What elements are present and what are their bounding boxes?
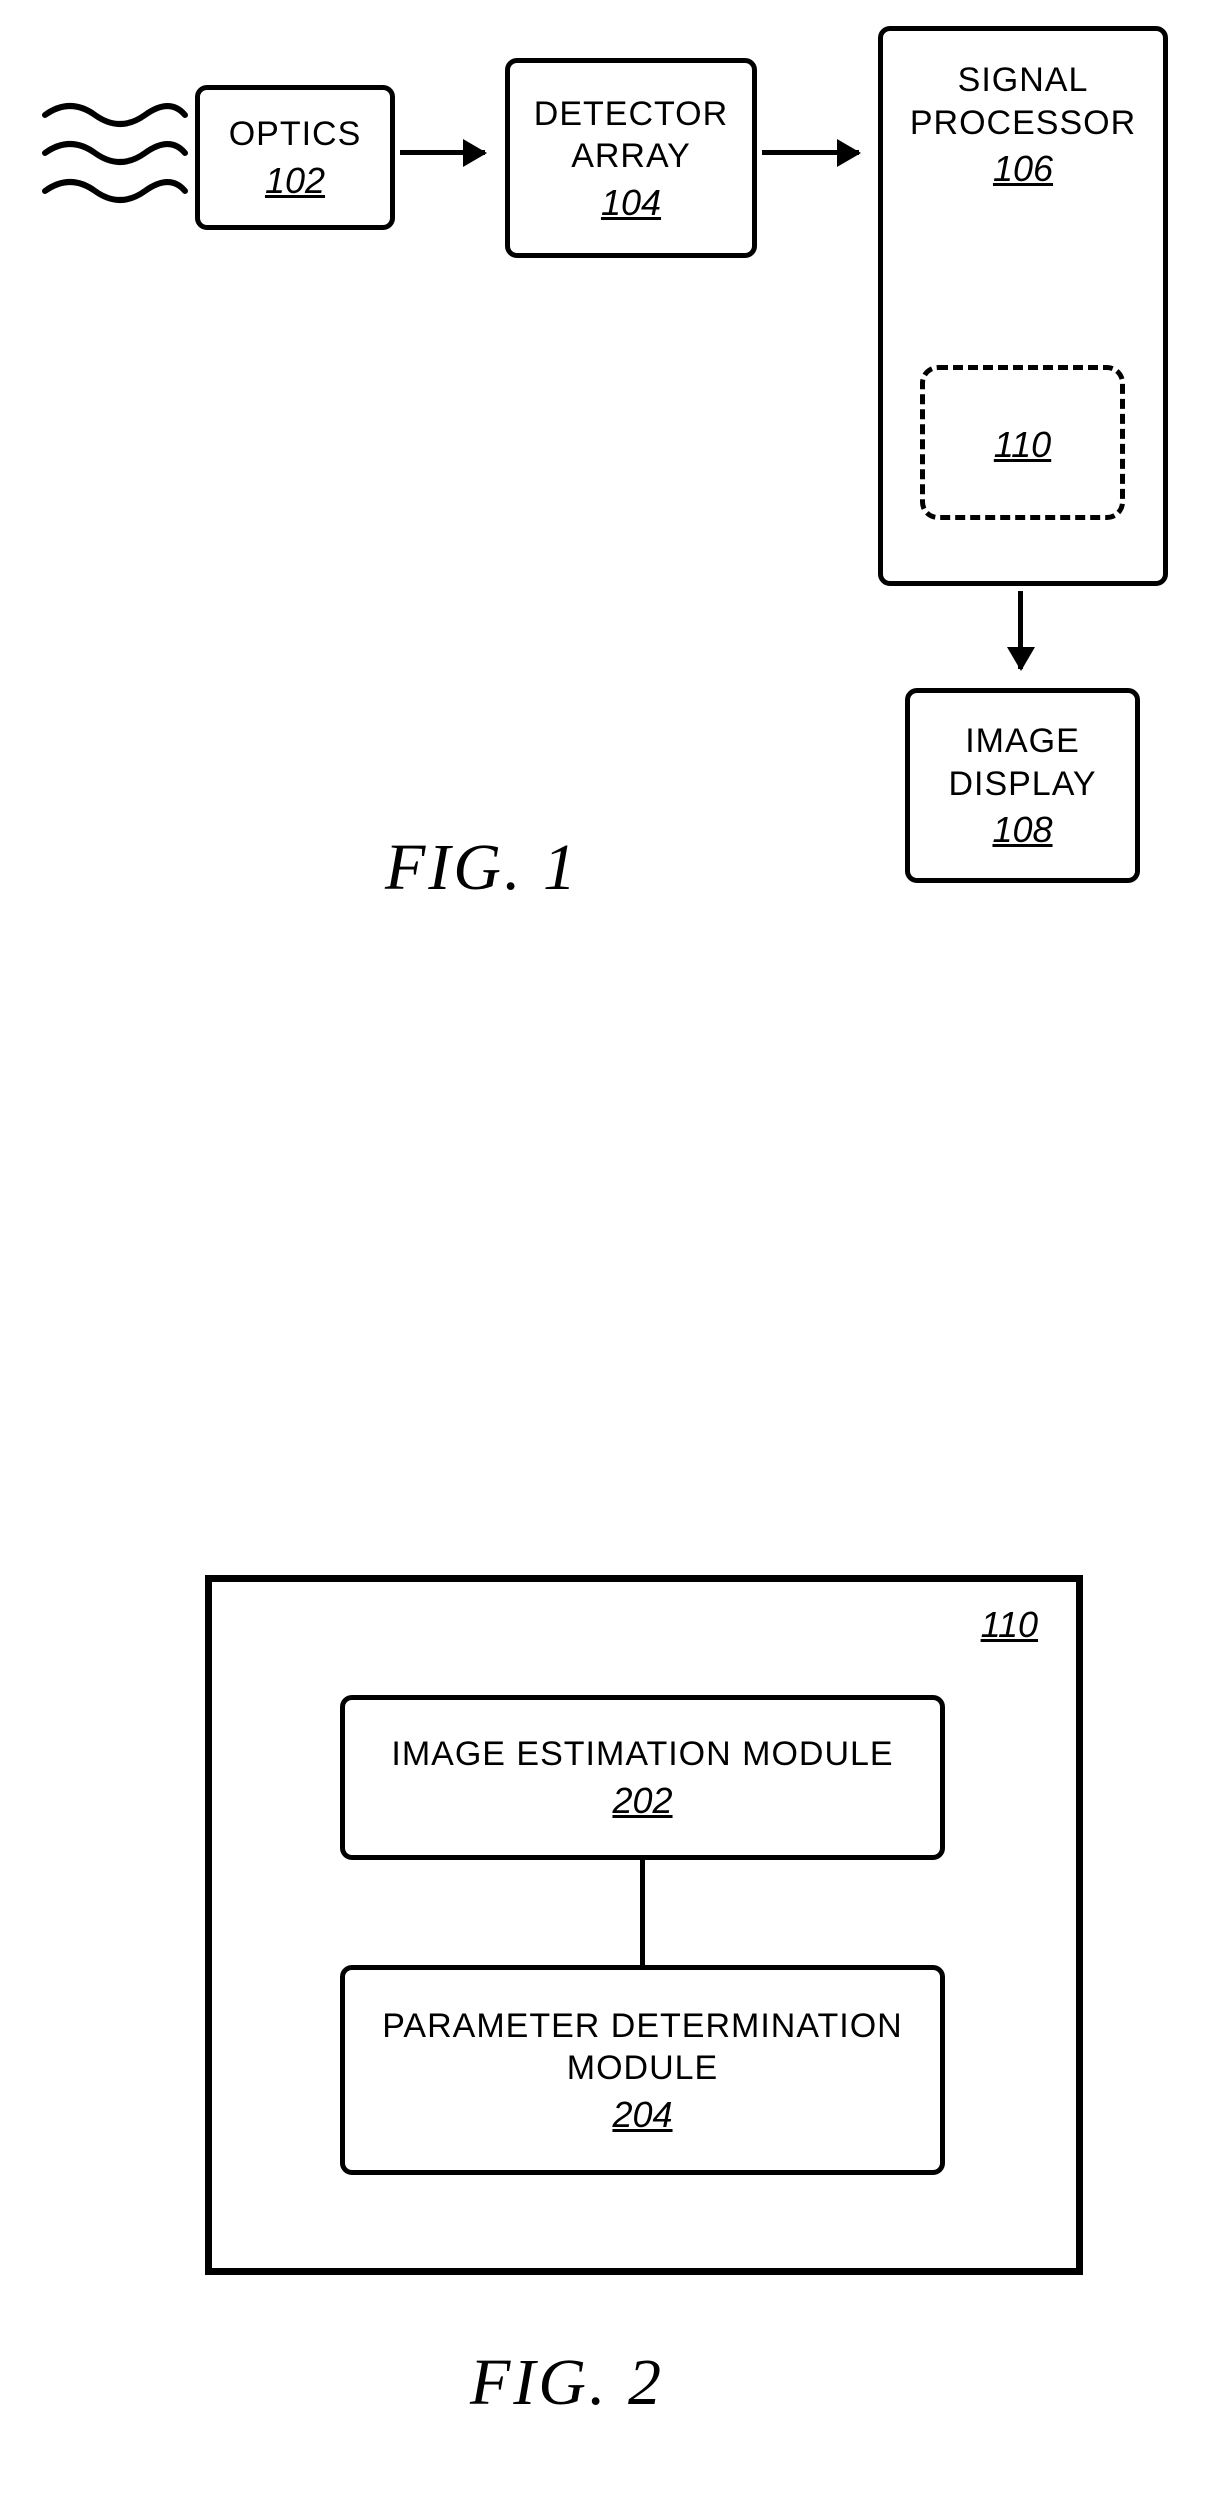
- detector-label-2: ARRAY: [571, 135, 691, 178]
- estimation-ref: 202: [612, 1780, 672, 1822]
- diagram-container: OPTICS 102 DETECTOR ARRAY 104 SIGNAL PRO…: [0, 0, 1222, 2495]
- parameter-label-2: MODULE: [567, 2047, 718, 2090]
- fig1-caption: FIG. 1: [385, 830, 579, 906]
- processor-ref: 106: [993, 148, 1053, 190]
- parameter-block: PARAMETER DETERMINATION MODULE 204: [340, 1965, 945, 2175]
- optics-block: OPTICS 102: [195, 85, 395, 230]
- arrow-detector-processor: [762, 150, 859, 155]
- processor-label-2: PROCESSOR: [910, 102, 1136, 145]
- detector-label-1: DETECTOR: [534, 93, 728, 136]
- display-label-2: DISPLAY: [948, 763, 1096, 806]
- detector-block: DETECTOR ARRAY 104: [505, 58, 757, 258]
- fig2-connector: [640, 1860, 645, 1965]
- estimation-block: IMAGE ESTIMATION MODULE 202: [340, 1695, 945, 1860]
- optics-label: OPTICS: [229, 113, 362, 156]
- processor-inner-block: 110: [920, 365, 1125, 520]
- arrow-optics-detector: [400, 150, 485, 155]
- display-ref: 108: [992, 809, 1052, 851]
- detector-ref: 104: [601, 182, 661, 224]
- display-label-1: IMAGE: [965, 720, 1080, 763]
- processor-inner-ref: 110: [994, 424, 1051, 466]
- arrow-processor-display: [1018, 591, 1023, 669]
- fig2-caption: FIG. 2: [470, 2345, 664, 2421]
- fig2-outer-ref: 110: [981, 1604, 1038, 1646]
- parameter-label-1: PARAMETER DETERMINATION: [382, 2005, 902, 2048]
- estimation-label: IMAGE ESTIMATION MODULE: [391, 1733, 893, 1776]
- input-waves-icon: [40, 95, 190, 215]
- processor-label-1: SIGNAL: [958, 59, 1089, 102]
- optics-ref: 102: [265, 160, 325, 202]
- parameter-ref: 204: [612, 2094, 672, 2136]
- display-block: IMAGE DISPLAY 108: [905, 688, 1140, 883]
